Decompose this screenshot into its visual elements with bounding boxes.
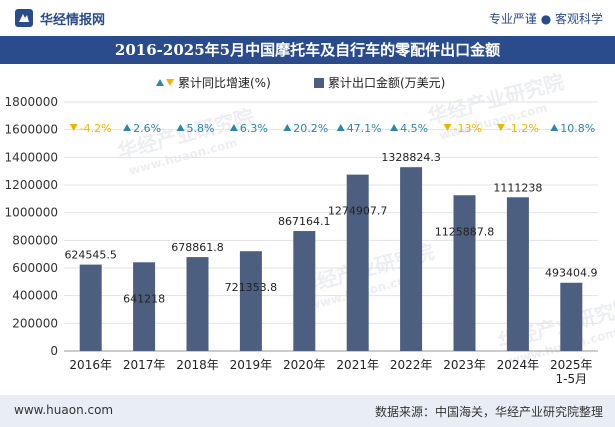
x-tick-label: 2024年: [497, 358, 540, 372]
growth-rate-label: 4.5%: [400, 122, 428, 135]
x-tick-label: 2021年: [336, 358, 379, 372]
bar-value-label: 721353.8: [225, 281, 278, 294]
growth-rate-label: 47.1%: [347, 122, 382, 135]
x-tick-label: 2025年: [550, 358, 593, 372]
bar[interactable]: [400, 167, 423, 351]
legend-label-amount: 累计出口金额(万美元): [328, 75, 445, 90]
y-tick-label: 1400000: [5, 150, 58, 164]
bar-value-labels: 624545.5 641218 678861.8 721353.8 867164.112…: [64, 151, 597, 305]
bar-value-label: 624545.5: [64, 249, 117, 262]
bar-series: [79, 167, 583, 351]
y-tick-label: 1600000: [5, 123, 58, 137]
y-tick-label: 800000: [12, 233, 58, 247]
legend-label-growth: 累计同比增速(%): [178, 76, 271, 90]
x-tick-label: 2018年: [176, 358, 219, 372]
growth-rate-label: -4.2%: [80, 122, 112, 135]
triangle-down-icon: [69, 124, 78, 131]
bar-value-label: 867164.1: [278, 215, 331, 228]
bar[interactable]: [79, 264, 102, 351]
bar-value-label: 1328824.3: [381, 151, 441, 164]
x-tick-label: 2022年: [390, 358, 433, 372]
triangle-down-icon: [443, 124, 452, 131]
footer: www.huaon.com 数据来源：中国海关，华经产业研究院整理: [0, 395, 615, 427]
footer-source: 数据来源：中国海关，华经产业研究院整理: [374, 405, 603, 419]
legend-triangle-down-icon: [166, 79, 174, 86]
x-tick-label: 2016年: [69, 358, 112, 372]
x-tick-label: 2017年: [123, 358, 166, 372]
bar[interactable]: [293, 231, 316, 351]
legend: 累计同比增速(%) 累计出口金额(万美元): [156, 75, 445, 90]
bar[interactable]: [346, 174, 369, 351]
x-axis-tick-labels: 2016年 2017年 2018年 2019年 2020年 2021年 2022年 2023年…: [69, 358, 592, 386]
growth-rate-label: -1.2%: [507, 122, 539, 135]
x-tick-label: 2019年: [230, 358, 273, 372]
growth-rate-label: 5.8%: [187, 122, 215, 135]
brand-name: 华经情报网: [40, 12, 106, 28]
y-axis-tick-labels: 0 200000 400000 600000 800000 1000000 1200000 1…: [5, 95, 58, 358]
y-tick-label: 200000: [12, 316, 58, 330]
bar-value-label: 1111238: [493, 181, 542, 194]
bar-value-label: 678861.8: [171, 241, 224, 254]
triangle-up-icon: [390, 124, 399, 131]
x-tick-label: 1-5月: [555, 372, 587, 386]
chart: 华经产业研究院www.huaon.com华经产业研究院www.huaon.com…: [5, 69, 615, 386]
bar[interactable]: [453, 195, 476, 351]
footer-url[interactable]: www.huaon.com: [14, 403, 114, 417]
bar-value-label: 1125887.8: [435, 225, 495, 238]
legend-swatch-amount: [314, 78, 324, 88]
huajing-logo-icon: [15, 9, 33, 27]
triangle-up-icon: [283, 124, 292, 131]
top-bar: 华经情报网 专业严谨 ● 客观科学: [0, 0, 615, 36]
growth-rate-label: 6.3%: [240, 122, 268, 135]
bar-value-label: 641218: [123, 292, 165, 305]
triangle-up-icon: [336, 124, 345, 131]
growth-rate-label: 2.6%: [133, 122, 161, 135]
triangle-up-icon: [550, 124, 559, 131]
growth-rate-label: 20.2%: [293, 122, 328, 135]
growth-rate-label: 10.8%: [560, 122, 595, 135]
triangle-up-icon: [123, 124, 132, 131]
bar[interactable]: [133, 262, 156, 351]
triangle-up-icon: [229, 124, 238, 131]
y-tick-label: 0: [50, 344, 58, 358]
y-tick-label: 1000000: [5, 206, 58, 220]
y-tick-label: 1200000: [5, 178, 58, 192]
tagline: 专业严谨 ● 客观科学: [488, 12, 603, 26]
legend-triangle-up-icon: [156, 79, 164, 86]
triangle-down-icon: [496, 124, 505, 131]
bar-value-label: 1274907.7: [328, 205, 388, 218]
bar-value-label: 493404.9: [545, 267, 598, 280]
bar[interactable]: [506, 197, 529, 351]
y-tick-label: 400000: [12, 289, 58, 303]
y-tick-label: 1800000: [5, 95, 58, 109]
bar[interactable]: [560, 282, 583, 351]
x-tick-label: 2020年: [283, 358, 326, 372]
chart-title: 2016-2025年5月中国摩托车及自行车的零配件出口金额: [0, 36, 615, 64]
bar[interactable]: [239, 251, 262, 351]
triangle-up-icon: [176, 124, 185, 131]
growth-rate-labels: -4.2% 2.6% 5.8% 6.3% 20.2% 47.1% 4.5% -13% -1.2%…: [69, 122, 595, 135]
y-tick-label: 600000: [12, 261, 58, 275]
growth-rate-label: -13%: [454, 122, 482, 135]
bar[interactable]: [186, 257, 209, 351]
brand[interactable]: 华经情报网: [14, 8, 105, 28]
x-tick-label: 2023年: [443, 358, 486, 372]
